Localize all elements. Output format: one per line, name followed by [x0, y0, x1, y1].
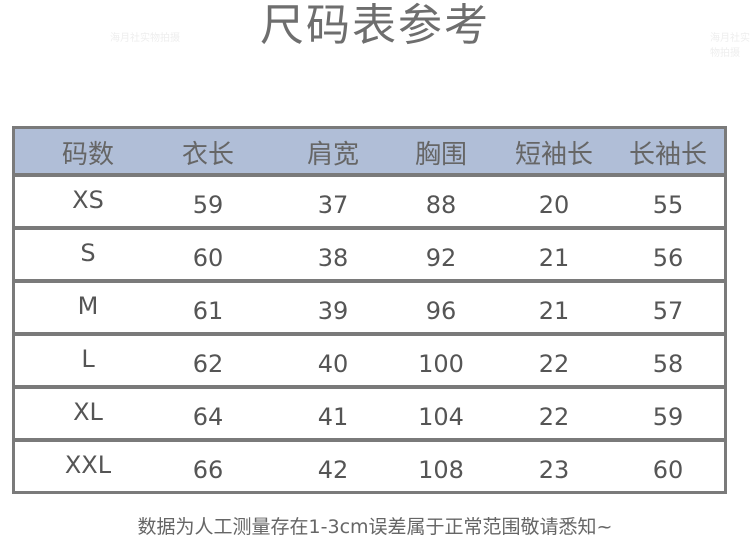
size-label: XXL	[64, 451, 112, 479]
table-row: L 62 40 100 22 58	[15, 336, 724, 385]
measurement-cell: 20	[538, 191, 570, 219]
table-header-row: 码数 衣长 肩宽 胸围 短袖长 长袖长	[15, 129, 724, 173]
column-header: 长袖长	[628, 140, 708, 170]
measurement-cell: 60	[652, 456, 684, 484]
measurement-cell: 37	[317, 191, 349, 219]
measurement-cell: 58	[652, 350, 684, 378]
measurement-cell: 57	[652, 297, 684, 325]
measurement-cell: 61	[192, 297, 224, 325]
column-header: 短袖长	[514, 140, 594, 170]
measurement-note: 数据为人工测量存在1-3cm误差属于正常范围敬请悉知~	[137, 516, 613, 538]
measurement-cell: 88	[425, 191, 457, 219]
table-row: M 61 39 96 21 57	[15, 283, 724, 332]
measurement-cell: 62	[192, 350, 224, 378]
measurement-cell: 56	[652, 244, 684, 272]
size-chart-table: 码数 衣长 肩宽 胸围 短袖长 长袖长 XS 59 37 88 20 55 S 60 38 92 21 56 M 6…	[12, 126, 727, 494]
table-row: XL 64 41 104 22 59	[15, 389, 724, 438]
measurement-cell: 66	[192, 456, 224, 484]
measurement-cell: 38	[317, 244, 349, 272]
page-title: 尺码表参考	[260, 0, 490, 51]
table-row: S 60 38 92 21 56	[15, 230, 724, 279]
size-label: L	[81, 345, 95, 373]
measurement-cell: 64	[192, 403, 224, 431]
watermark: 海月社实物拍摄	[110, 33, 180, 44]
measurement-cell: 59	[652, 403, 684, 431]
measurement-cell: 108	[418, 456, 464, 484]
size-label: XL	[73, 398, 103, 426]
measurement-cell: 55	[652, 191, 684, 219]
size-label: M	[77, 292, 99, 320]
size-label: S	[80, 239, 96, 267]
table-row: XXL 66 42 108 23 60	[15, 442, 724, 491]
measurement-cell: 92	[425, 244, 457, 272]
column-header: 胸围	[414, 140, 468, 170]
table-row: XS 59 37 88 20 55	[15, 177, 724, 226]
measurement-cell: 22	[538, 403, 570, 431]
measurement-cell: 42	[317, 456, 349, 484]
measurement-cell: 22	[538, 350, 570, 378]
column-header: 衣长	[181, 140, 235, 170]
measurement-cell: 60	[192, 244, 224, 272]
measurement-cell: 59	[192, 191, 224, 219]
measurement-cell: 40	[317, 350, 349, 378]
watermark: 海月社实物拍摄	[710, 33, 750, 59]
size-label: XS	[72, 186, 104, 214]
measurement-cell: 21	[538, 297, 570, 325]
measurement-cell: 39	[317, 297, 349, 325]
measurement-cell: 41	[317, 403, 349, 431]
column-header: 码数	[61, 140, 115, 170]
measurement-cell: 21	[538, 244, 570, 272]
measurement-cell: 96	[425, 297, 457, 325]
measurement-cell: 100	[418, 350, 464, 378]
column-header: 肩宽	[306, 140, 360, 170]
measurement-cell: 23	[538, 456, 570, 484]
measurement-cell: 104	[418, 403, 464, 431]
